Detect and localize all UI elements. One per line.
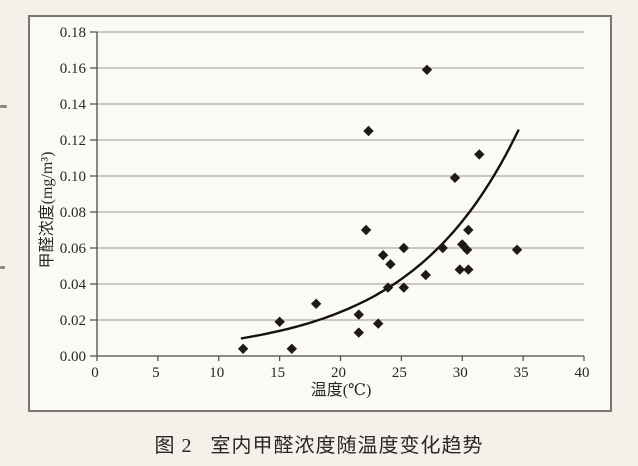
figure-caption: 图 2 室内甲醛浓度随温度变化趋势 [0,429,638,458]
y-axis-title: 甲醛浓度(mg/m³) [38,152,56,269]
figure-number: 图 2 [154,435,193,457]
data-point [398,282,410,293]
data-point [449,172,461,183]
scan-artifact [0,105,7,108]
y-tick-label: 0.02 [60,313,86,329]
data-point [385,259,396,270]
x-tick-label: 20 [331,365,346,381]
x-tick-label: 10 [209,365,224,381]
data-point [474,149,485,160]
data-point [461,244,473,255]
data-point [286,343,297,354]
data-point [353,327,364,338]
data-point [454,264,466,275]
x-tick-label: 35 [514,365,529,381]
x-tick-label: 25 [392,365,407,381]
y-tick-label: 0.18 [60,25,86,41]
x-tick-label: 40 [575,365,590,381]
data-point [373,318,384,329]
x-tick-label: 15 [270,365,285,381]
x-tick-label: 0 [91,365,99,381]
y-tick-label: 0.16 [60,61,87,77]
data-point [310,298,322,309]
data-point [421,64,433,75]
y-tick-label: 0.04 [60,277,87,293]
scan-artifact [0,266,5,269]
data-point [377,250,389,261]
data-point [463,264,474,275]
y-tick-label: 0.12 [60,133,86,149]
y-tick-label: 0.06 [60,241,87,257]
data-point [420,269,431,281]
data-point [437,242,448,254]
data-point [353,309,364,320]
x-axis-title: 温度(℃) [311,381,372,399]
y-tick-label: 0.14 [60,97,87,113]
trend-curve [240,129,520,340]
data-point [398,242,410,254]
data-point [360,224,372,236]
y-tick-label: 0.00 [60,349,86,365]
data-point [511,244,523,255]
data-point [363,125,374,137]
x-tick-label: 5 [152,365,160,381]
data-point [382,282,394,293]
data-point [237,343,249,354]
figure-title: 室内甲醛浓度随温度变化趋势 [210,435,484,457]
x-tick-label: 30 [453,365,468,381]
chart-border-box [28,15,612,412]
data-point [274,316,285,327]
y-tick-label: 0.10 [60,169,86,185]
y-tick-label: 0.08 [60,205,86,221]
data-point [463,224,474,236]
